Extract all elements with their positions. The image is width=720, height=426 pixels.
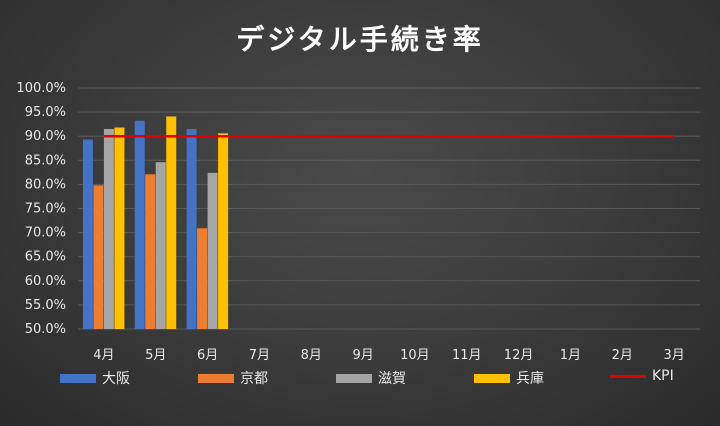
y-tick-label: 100.0% bbox=[16, 81, 66, 96]
legend-item: 滋賀 bbox=[336, 368, 406, 388]
x-tick-label: 2月 bbox=[612, 348, 633, 363]
x-tick-label: 4月 bbox=[93, 348, 114, 363]
x-tick-label: 5月 bbox=[145, 348, 166, 363]
chart-legend: 大阪 京都 滋賀 兵庫 KPI bbox=[0, 368, 720, 392]
y-tick-label: 55.0% bbox=[25, 298, 66, 313]
legend-label: 兵庫 bbox=[516, 371, 544, 387]
legend-item: 兵庫 bbox=[474, 368, 544, 388]
x-tick-label: 6月 bbox=[197, 348, 218, 363]
bar bbox=[218, 133, 229, 329]
bar bbox=[197, 228, 208, 329]
y-tick-label: 90.0% bbox=[25, 129, 66, 144]
y-tick-label: 80.0% bbox=[25, 177, 66, 192]
bar bbox=[93, 185, 104, 329]
bar bbox=[114, 127, 125, 329]
legend-swatch bbox=[610, 374, 646, 378]
legend-item: 大阪 bbox=[60, 368, 130, 388]
x-tick-label: 3月 bbox=[663, 348, 684, 363]
x-tick-label: 12月 bbox=[504, 348, 534, 363]
legend-item: 京都 bbox=[198, 368, 268, 388]
y-tick-label: 70.0% bbox=[25, 226, 66, 241]
y-tick-label: 50.0% bbox=[25, 322, 66, 337]
x-tick-label: 9月 bbox=[352, 348, 373, 363]
bar bbox=[207, 172, 218, 329]
legend-label: KPI bbox=[652, 368, 674, 384]
x-tick-label: 8月 bbox=[301, 348, 322, 363]
y-tick-label: 75.0% bbox=[25, 202, 66, 217]
legend-label: 大阪 bbox=[102, 371, 130, 387]
x-tick-label: 1月 bbox=[560, 348, 581, 363]
bar bbox=[145, 174, 156, 329]
legend-label: 滋賀 bbox=[378, 371, 406, 387]
legend-label: 京都 bbox=[240, 371, 268, 387]
y-tick-label: 85.0% bbox=[25, 153, 66, 168]
legend-item: KPI bbox=[610, 368, 674, 384]
legend-swatch bbox=[60, 373, 96, 383]
legend-swatch bbox=[198, 373, 234, 383]
x-tick-label: 11月 bbox=[452, 348, 482, 363]
y-tick-label: 95.0% bbox=[25, 105, 66, 120]
bar bbox=[134, 120, 145, 329]
x-tick-label: 7月 bbox=[249, 348, 270, 363]
chart-title: デジタル手続き率 bbox=[236, 23, 484, 56]
legend-swatch bbox=[336, 373, 372, 383]
legend-swatch bbox=[474, 373, 510, 383]
bar bbox=[186, 128, 197, 329]
bar bbox=[82, 139, 93, 329]
bar bbox=[103, 128, 114, 329]
y-tick-label: 60.0% bbox=[25, 274, 66, 289]
bar bbox=[155, 162, 166, 329]
y-tick-label: 65.0% bbox=[25, 250, 66, 265]
bar bbox=[166, 116, 177, 329]
x-tick-label: 10月 bbox=[400, 348, 430, 363]
